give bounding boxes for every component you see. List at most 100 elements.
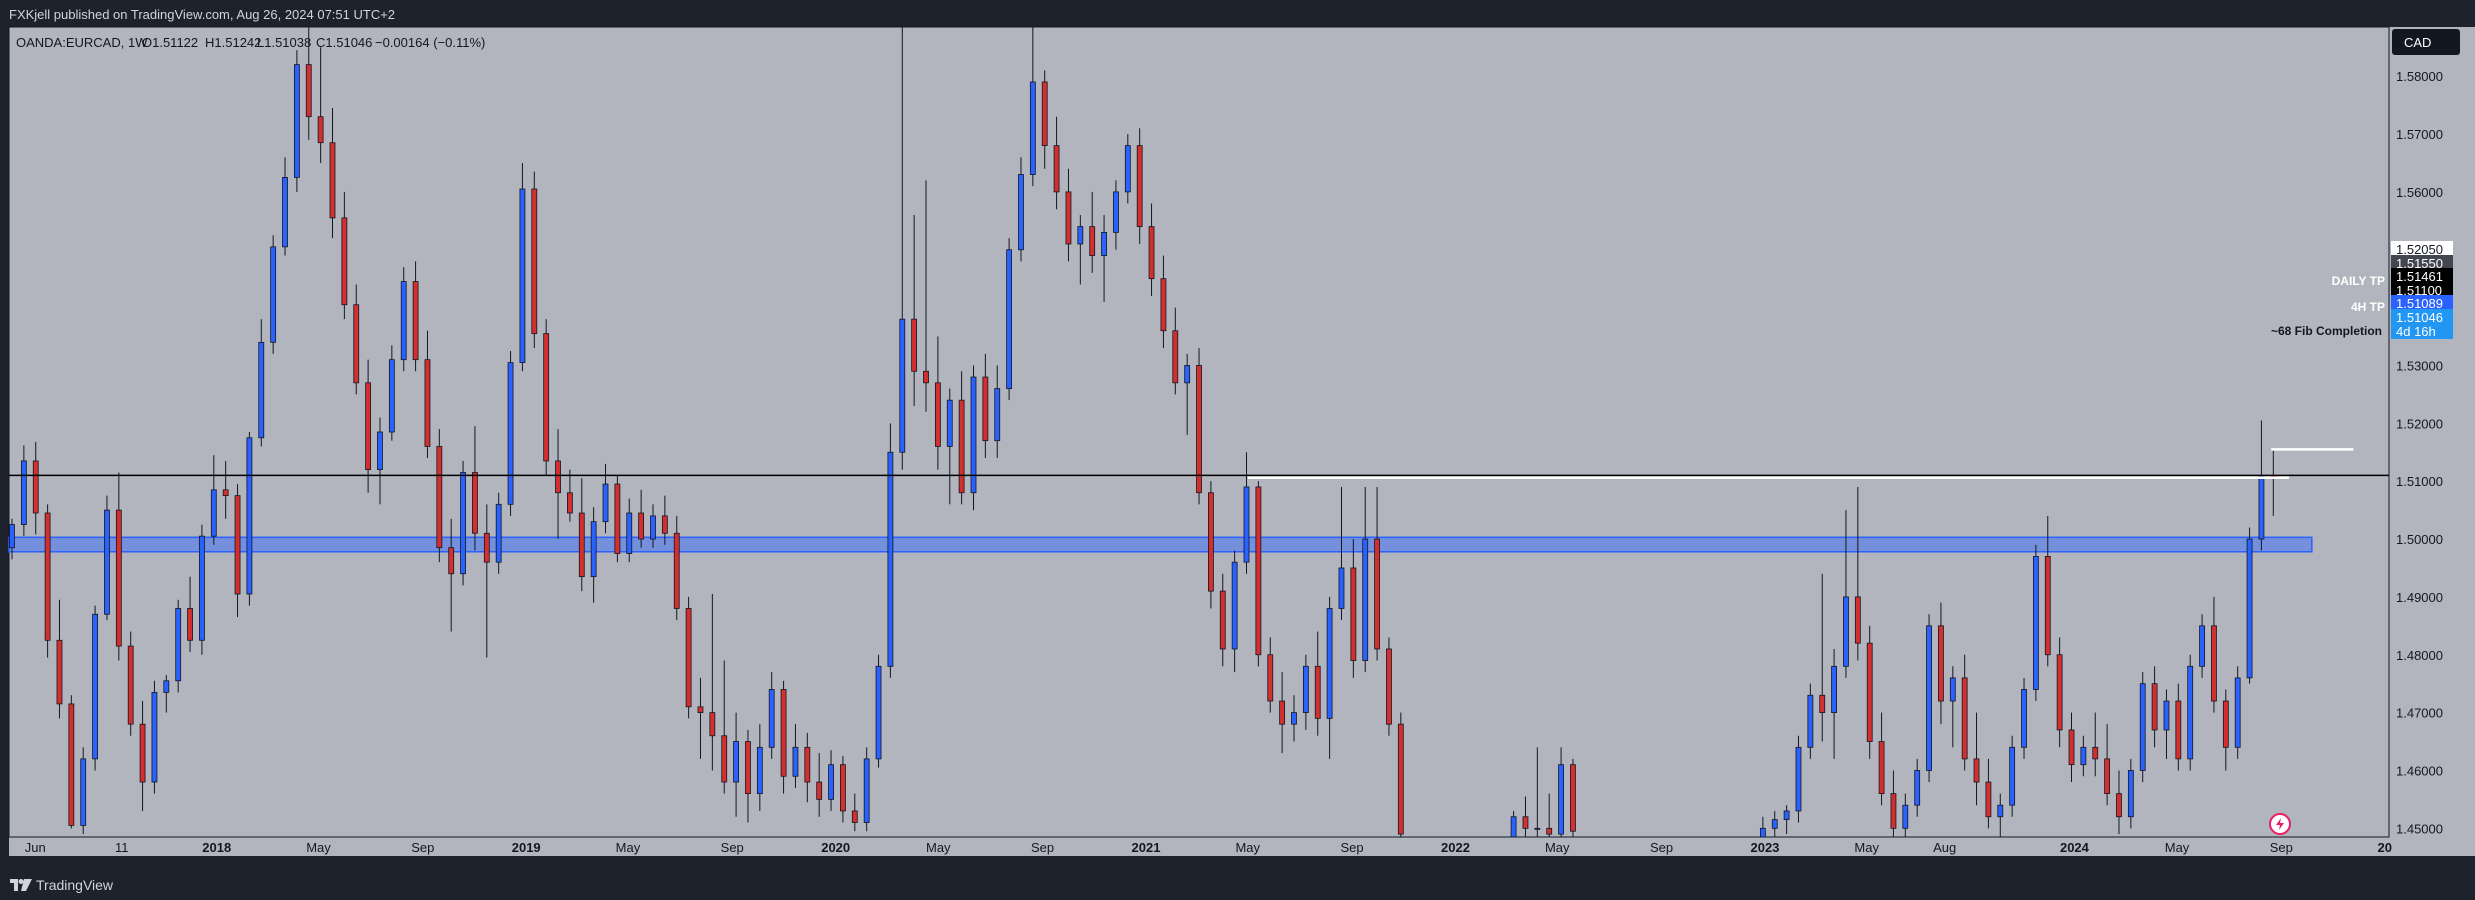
candle[interactable] [1949,666,1956,748]
candle[interactable] [1866,625,1873,759]
candle[interactable] [1397,712,1404,837]
candle[interactable] [768,672,775,759]
candle[interactable] [1914,758,1921,817]
candle[interactable] [1973,712,1980,806]
candle[interactable] [151,680,158,794]
candle[interactable] [780,680,787,794]
candle[interactable] [341,191,348,320]
candle[interactable] [673,515,680,621]
candle[interactable] [1077,215,1084,285]
candle[interactable] [875,654,882,768]
candle[interactable] [1362,486,1369,673]
candle[interactable] [982,353,989,459]
candle[interactable] [1314,631,1321,736]
candle[interactable] [1208,481,1214,609]
candle[interactable] [1926,614,1932,783]
candle[interactable] [1006,238,1013,401]
candle[interactable] [1831,648,1837,759]
candle[interactable] [2234,666,2241,759]
candle[interactable] [887,423,894,678]
candle[interactable] [1243,452,1250,574]
candle[interactable] [222,460,229,519]
candle[interactable] [2021,677,2027,759]
candle[interactable] [661,495,668,545]
candle[interactable] [163,675,170,713]
candle[interactable] [80,747,87,835]
candle[interactable] [2139,672,2146,783]
candle[interactable] [958,371,965,505]
candle[interactable] [2009,735,2016,817]
candle[interactable] [816,753,823,817]
candle[interactable] [234,484,241,618]
candle[interactable] [1101,215,1107,302]
candle[interactable] [2222,689,2229,771]
candle[interactable] [1558,747,1564,837]
candle[interactable] [911,215,918,406]
candle[interactable] [187,576,193,652]
candle[interactable] [115,472,122,661]
candle[interactable] [1279,672,1286,754]
candle[interactable] [2246,527,2253,684]
candle[interactable] [1854,486,1861,661]
candle[interactable] [270,235,277,354]
candle[interactable] [2187,654,2194,771]
candle[interactable] [721,660,728,794]
candle[interactable] [2056,637,2063,748]
candle[interactable] [1961,654,1968,771]
chart-annotation[interactable]: DAILY TP [2332,274,2385,288]
candle[interactable] [1546,793,1553,837]
candle[interactable] [353,284,360,395]
candle[interactable] [9,518,15,560]
candle[interactable] [1053,116,1060,210]
candlestick-chart[interactable]: 1.580001.570001.560001.550001.540001.530… [0,26,2475,856]
candle[interactable] [210,455,217,545]
candle[interactable] [1759,816,1766,838]
candle[interactable] [92,605,98,771]
candle[interactable] [733,712,739,817]
candle[interactable] [2211,596,2217,713]
candle[interactable] [697,677,704,759]
chart-annotation[interactable]: 4H TP [2351,300,2385,314]
candle[interactable] [329,108,336,239]
candle[interactable] [1771,810,1778,837]
chart-annotation[interactable]: ~68 Fib Completion [2271,324,2382,338]
candle[interactable] [840,756,846,823]
price-axis[interactable] [2389,27,2475,837]
candle[interactable] [2151,666,2158,748]
candle[interactable] [994,365,1001,459]
candle[interactable] [899,27,906,470]
candle[interactable] [804,732,811,803]
candle[interactable] [828,750,834,811]
candle[interactable] [2080,735,2087,777]
candle[interactable] [127,631,134,736]
candle[interactable] [1878,712,1885,806]
candle[interactable] [32,441,39,535]
candle[interactable] [1843,510,1849,678]
candle[interactable] [1997,793,2004,837]
candle[interactable] [460,460,466,586]
candle[interactable] [626,498,633,563]
candle[interactable] [792,724,799,788]
candle[interactable] [388,345,395,441]
candle[interactable] [1041,70,1048,169]
candle[interactable] [68,695,75,829]
candle[interactable] [1255,481,1262,667]
candle[interactable] [709,594,716,771]
candle[interactable] [1089,191,1096,273]
candle[interactable] [199,524,205,655]
candle[interactable] [650,504,656,548]
candle[interactable] [1018,157,1024,262]
candle[interactable] [1065,168,1072,262]
candle[interactable] [1350,539,1357,678]
tradingview-logo[interactable]: TradingView [10,876,113,894]
time-axis[interactable] [9,837,2475,856]
candle[interactable] [104,495,110,621]
candle[interactable] [851,793,858,832]
candle[interactable] [1326,596,1333,759]
candle[interactable] [1338,486,1345,621]
candle[interactable] [1985,758,1992,829]
candle[interactable] [2175,683,2182,771]
candle[interactable] [1522,796,1529,838]
candle[interactable] [934,336,941,470]
candle[interactable] [1510,810,1517,838]
